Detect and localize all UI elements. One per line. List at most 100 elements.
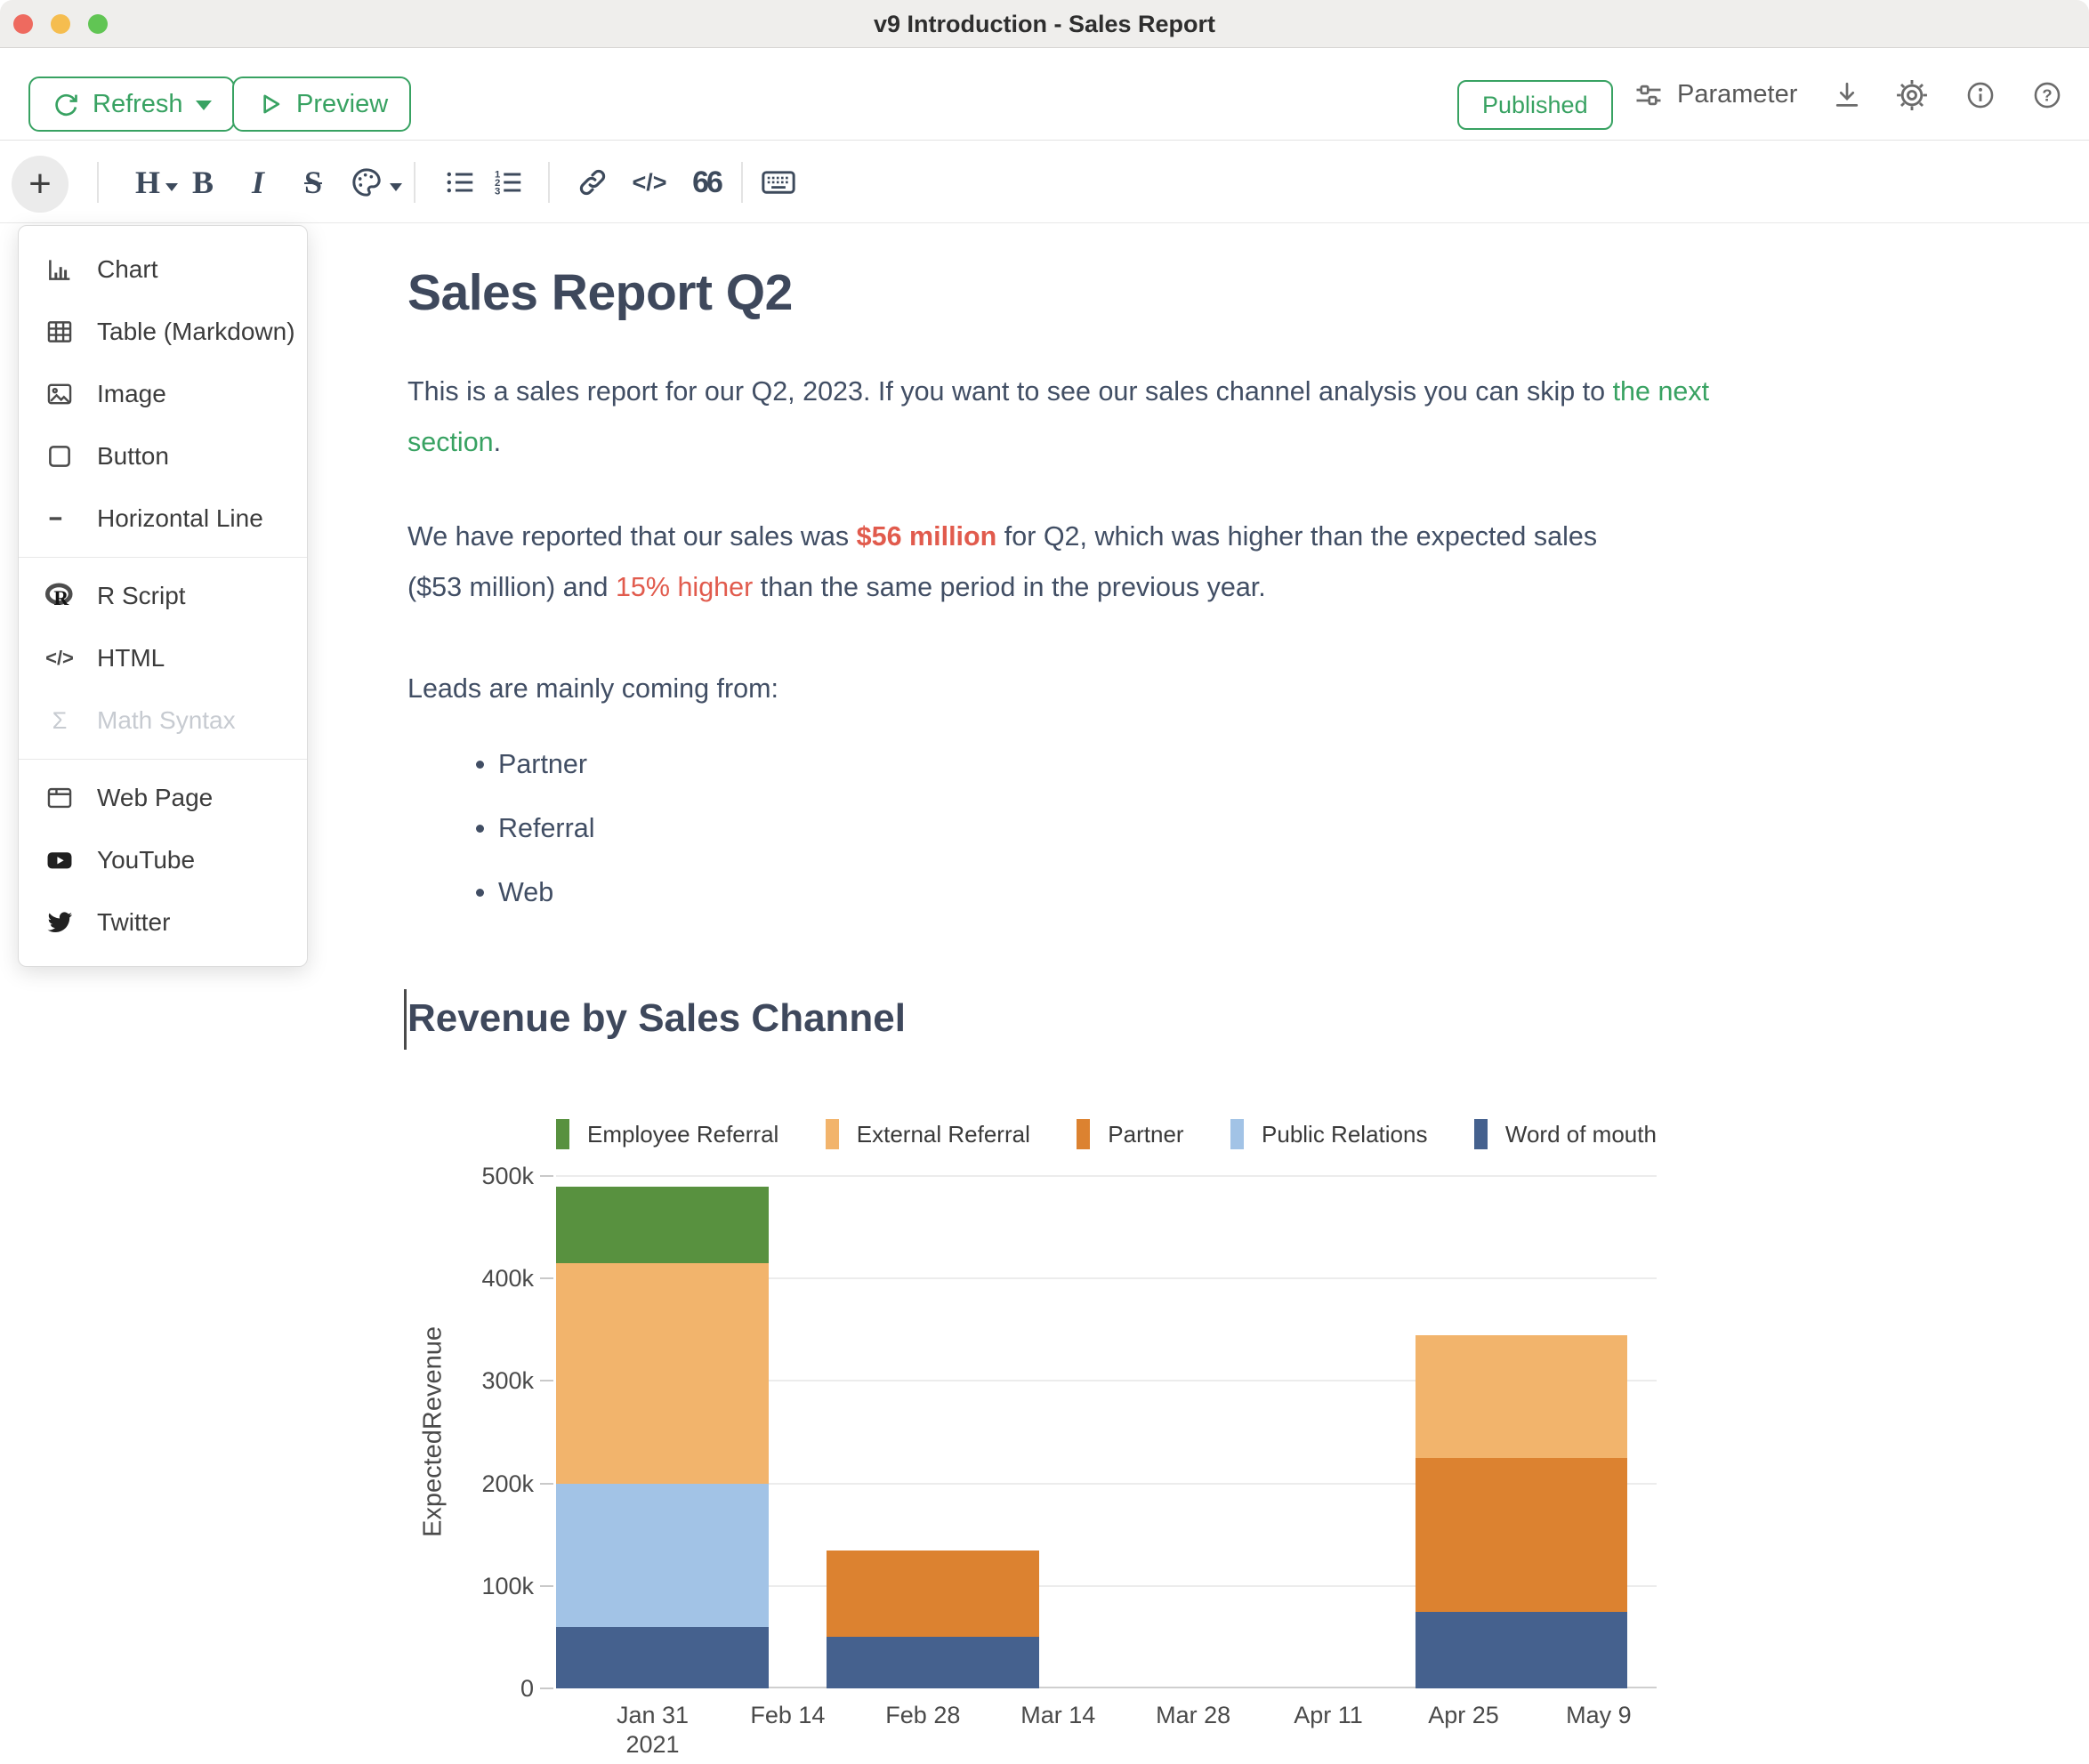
toolbar-separator xyxy=(414,162,415,203)
svg-text:2: 2 xyxy=(495,178,500,189)
menu-item-twitter[interactable]: Twitter xyxy=(19,891,307,954)
section-heading: Revenue by Sales Channel xyxy=(404,989,906,1050)
r-script-icon: R xyxy=(44,580,76,612)
menu-item-math-syntax[interactable]: Σ Math Syntax xyxy=(19,689,307,752)
legend-swatch xyxy=(825,1119,839,1149)
gear-icon xyxy=(1896,79,1928,111)
x-tick-label: Feb 14 xyxy=(750,1702,826,1728)
y-tick-label: 500k xyxy=(481,1163,534,1189)
keyboard-icon xyxy=(760,164,797,201)
legend-item: Word of mouth xyxy=(1473,1119,1657,1149)
menu-item-r-script[interactable]: R R Script xyxy=(19,565,307,627)
bullet-list-button[interactable] xyxy=(440,141,480,223)
menu-item-table-markdown[interactable]: Table (Markdown) xyxy=(19,301,307,363)
svg-text:?: ? xyxy=(2042,85,2052,104)
menu-item-label: Chart xyxy=(97,255,158,283)
menu-item-image[interactable]: Image xyxy=(19,363,307,425)
menu-item-button[interactable]: Button xyxy=(19,425,307,487)
gridline xyxy=(556,1687,1657,1688)
y-tick-label: 0 xyxy=(520,1675,534,1702)
minimize-window-button[interactable] xyxy=(51,14,70,34)
blockquote-button[interactable]: 66 xyxy=(680,141,733,223)
help-icon: ? xyxy=(2031,79,2063,111)
legend-label: Public Relations xyxy=(1262,1120,1428,1148)
code-button[interactable]: </> xyxy=(623,141,676,223)
gridline xyxy=(556,1175,1657,1177)
y-tick-mark xyxy=(540,1584,553,1587)
image-icon xyxy=(44,379,76,409)
settings-button[interactable] xyxy=(1896,49,1928,141)
bold-button[interactable]: B xyxy=(182,141,223,223)
legend-label: Employee Referral xyxy=(587,1120,779,1148)
bar-segment-employee-referral xyxy=(556,1186,769,1263)
next-section-link[interactable]: the next section xyxy=(407,376,1710,457)
menu-item-youtube[interactable]: YouTube xyxy=(19,829,307,891)
leads-list: Partner Referral Web xyxy=(407,749,594,941)
info-button[interactable] xyxy=(1964,49,1996,141)
x-tick-label: Mar 14 xyxy=(1020,1702,1096,1728)
sales-value-highlight: $56 million xyxy=(856,521,997,552)
paragraph-text: for Q2, which was higher than the expect… xyxy=(407,521,1598,602)
chevron-down-icon xyxy=(195,101,212,110)
link-icon xyxy=(576,165,609,199)
list-item: Referral xyxy=(498,813,594,844)
menu-divider xyxy=(19,557,307,558)
menu-item-horizontal-line[interactable]: Horizontal Line xyxy=(19,487,307,550)
text-color-menu-button[interactable] xyxy=(342,141,409,223)
x-tick-label: May 9 xyxy=(1566,1702,1632,1728)
menu-divider xyxy=(19,759,307,760)
horizontal-line-icon xyxy=(44,503,76,534)
y-tick-mark xyxy=(540,1380,553,1382)
main-toolbar: Refresh Preview Published Parameter xyxy=(0,49,2089,141)
gridline xyxy=(556,1584,1657,1587)
paragraph-text: This is a sales report for our Q2, 2023.… xyxy=(407,376,1613,407)
legend-label: Partner xyxy=(1108,1120,1184,1148)
html-icon: </> xyxy=(45,647,74,669)
link-button[interactable] xyxy=(572,141,613,223)
chart-legend: Employee Referral External Referral Partne… xyxy=(556,1119,1657,1149)
code-icon: </> xyxy=(632,168,667,196)
menu-item-chart[interactable]: Chart xyxy=(19,238,307,301)
help-button[interactable]: ? xyxy=(2031,49,2063,141)
close-window-button[interactable] xyxy=(13,14,33,34)
toolbar-separator xyxy=(741,162,743,203)
stacked-bar xyxy=(826,1176,1039,1688)
chart-icon xyxy=(44,254,76,285)
download-button[interactable] xyxy=(1831,49,1863,141)
button-icon xyxy=(44,441,76,471)
y-tick-mark xyxy=(540,1277,553,1280)
keyboard-shortcuts-button[interactable] xyxy=(756,141,801,223)
menu-item-html[interactable]: </> HTML xyxy=(19,627,307,689)
bar-segment-external-referral xyxy=(556,1262,769,1484)
growth-highlight: 15% higher xyxy=(615,572,754,602)
refresh-label: Refresh xyxy=(93,89,183,118)
published-badge[interactable]: Published xyxy=(1457,80,1613,130)
refresh-icon xyxy=(52,90,80,118)
stacked-bar xyxy=(556,1176,769,1688)
refresh-button[interactable]: Refresh xyxy=(28,77,235,132)
insert-plus-button[interactable]: + xyxy=(12,156,69,213)
preview-button[interactable]: Preview xyxy=(232,77,412,132)
italic-button[interactable]: I xyxy=(238,141,278,223)
bar-segment-public-relations xyxy=(556,1483,769,1627)
heading-menu-button[interactable]: H xyxy=(121,141,192,223)
gridline xyxy=(556,1482,1657,1485)
download-icon xyxy=(1831,79,1863,111)
y-tick-mark xyxy=(540,1175,553,1177)
legend-item: Partner xyxy=(1077,1119,1184,1149)
strikethrough-button[interactable]: S xyxy=(293,141,334,223)
list-item: Web xyxy=(498,877,594,908)
menu-item-label: HTML xyxy=(97,644,165,672)
toolbar-separator xyxy=(548,162,550,203)
parameter-button[interactable]: Parameter xyxy=(1633,49,1797,141)
palette-icon xyxy=(349,165,384,200)
bar-segment-word-of-mouth xyxy=(1415,1611,1628,1688)
maximize-window-button[interactable] xyxy=(88,14,108,34)
menu-item-web-page[interactable]: Web Page xyxy=(19,767,307,829)
menu-item-label: YouTube xyxy=(97,846,196,874)
twitter-icon xyxy=(44,907,76,938)
legend-label: Word of mouth xyxy=(1504,1120,1657,1148)
leads-paragraph: Leads are mainly coming from: xyxy=(407,673,779,704)
